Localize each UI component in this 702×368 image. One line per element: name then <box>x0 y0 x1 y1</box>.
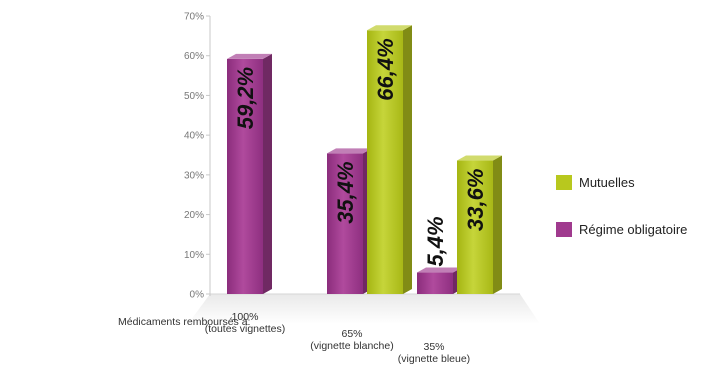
category-label: 65% <box>341 328 362 340</box>
legend-label: Régime obligatoire <box>579 222 687 237</box>
data-label: 59,2% <box>233 67 258 129</box>
legend-item: Régime obligatoire <box>556 222 687 237</box>
legend-item: Mutuelles <box>556 175 635 190</box>
legend-label: Mutuelles <box>579 175 635 190</box>
data-label: 5,4% <box>423 216 448 266</box>
y-tick-label: 30% <box>184 170 204 181</box>
y-tick-label: 0% <box>190 290 205 301</box>
y-tick-label: 70% <box>184 12 204 23</box>
bar-top <box>327 148 372 154</box>
bar-top <box>367 25 412 31</box>
legend-swatch <box>556 222 572 237</box>
data-label: 33,6% <box>463 169 488 231</box>
bar-mutuelles <box>367 25 412 294</box>
bar-top <box>417 267 462 273</box>
bar-front <box>227 58 263 294</box>
category-label: 35% <box>423 341 444 353</box>
bar-side <box>263 53 272 294</box>
bar-top <box>457 155 502 161</box>
x-intro-label: Médicaments remboursés à: <box>118 316 250 328</box>
bar-top <box>227 53 272 59</box>
category-label: (vignette bleue) <box>398 353 470 365</box>
bar-front <box>327 153 363 294</box>
bar-front <box>367 30 403 294</box>
bars-group: 59,2% 35,4% 66,4% 5,4% 33,6% <box>227 25 502 294</box>
y-tick-label: 40% <box>184 131 204 142</box>
legend-swatch <box>556 175 572 190</box>
data-label: 35,4% <box>333 161 358 223</box>
y-axis: 0% 10% 20% 30% 40% 50% 60% 70% <box>184 12 211 301</box>
bar-front <box>457 160 493 294</box>
floor-plane <box>188 294 540 324</box>
y-tick-label: 10% <box>184 250 204 261</box>
y-tick-label: 50% <box>184 91 204 102</box>
bar-regime-obligatoire <box>227 53 272 294</box>
category-label: (toutes vignettes) <box>205 323 286 335</box>
y-tick-label: 20% <box>184 210 204 221</box>
category-label: (vignette blanche) <box>310 340 393 352</box>
bar-side <box>493 155 502 294</box>
category-labels: Médicaments remboursés à:100%(toutes vig… <box>118 311 470 365</box>
bar-mutuelles <box>457 155 502 294</box>
data-label: 66,4% <box>373 38 398 100</box>
category-label: 100% <box>232 311 259 323</box>
y-tick-label: 60% <box>184 51 204 62</box>
bar-side <box>403 25 412 294</box>
bar-regime-obligatoire <box>417 267 462 294</box>
bar-front <box>417 272 453 294</box>
legend: Mutuelles Régime obligatoire <box>556 175 687 237</box>
